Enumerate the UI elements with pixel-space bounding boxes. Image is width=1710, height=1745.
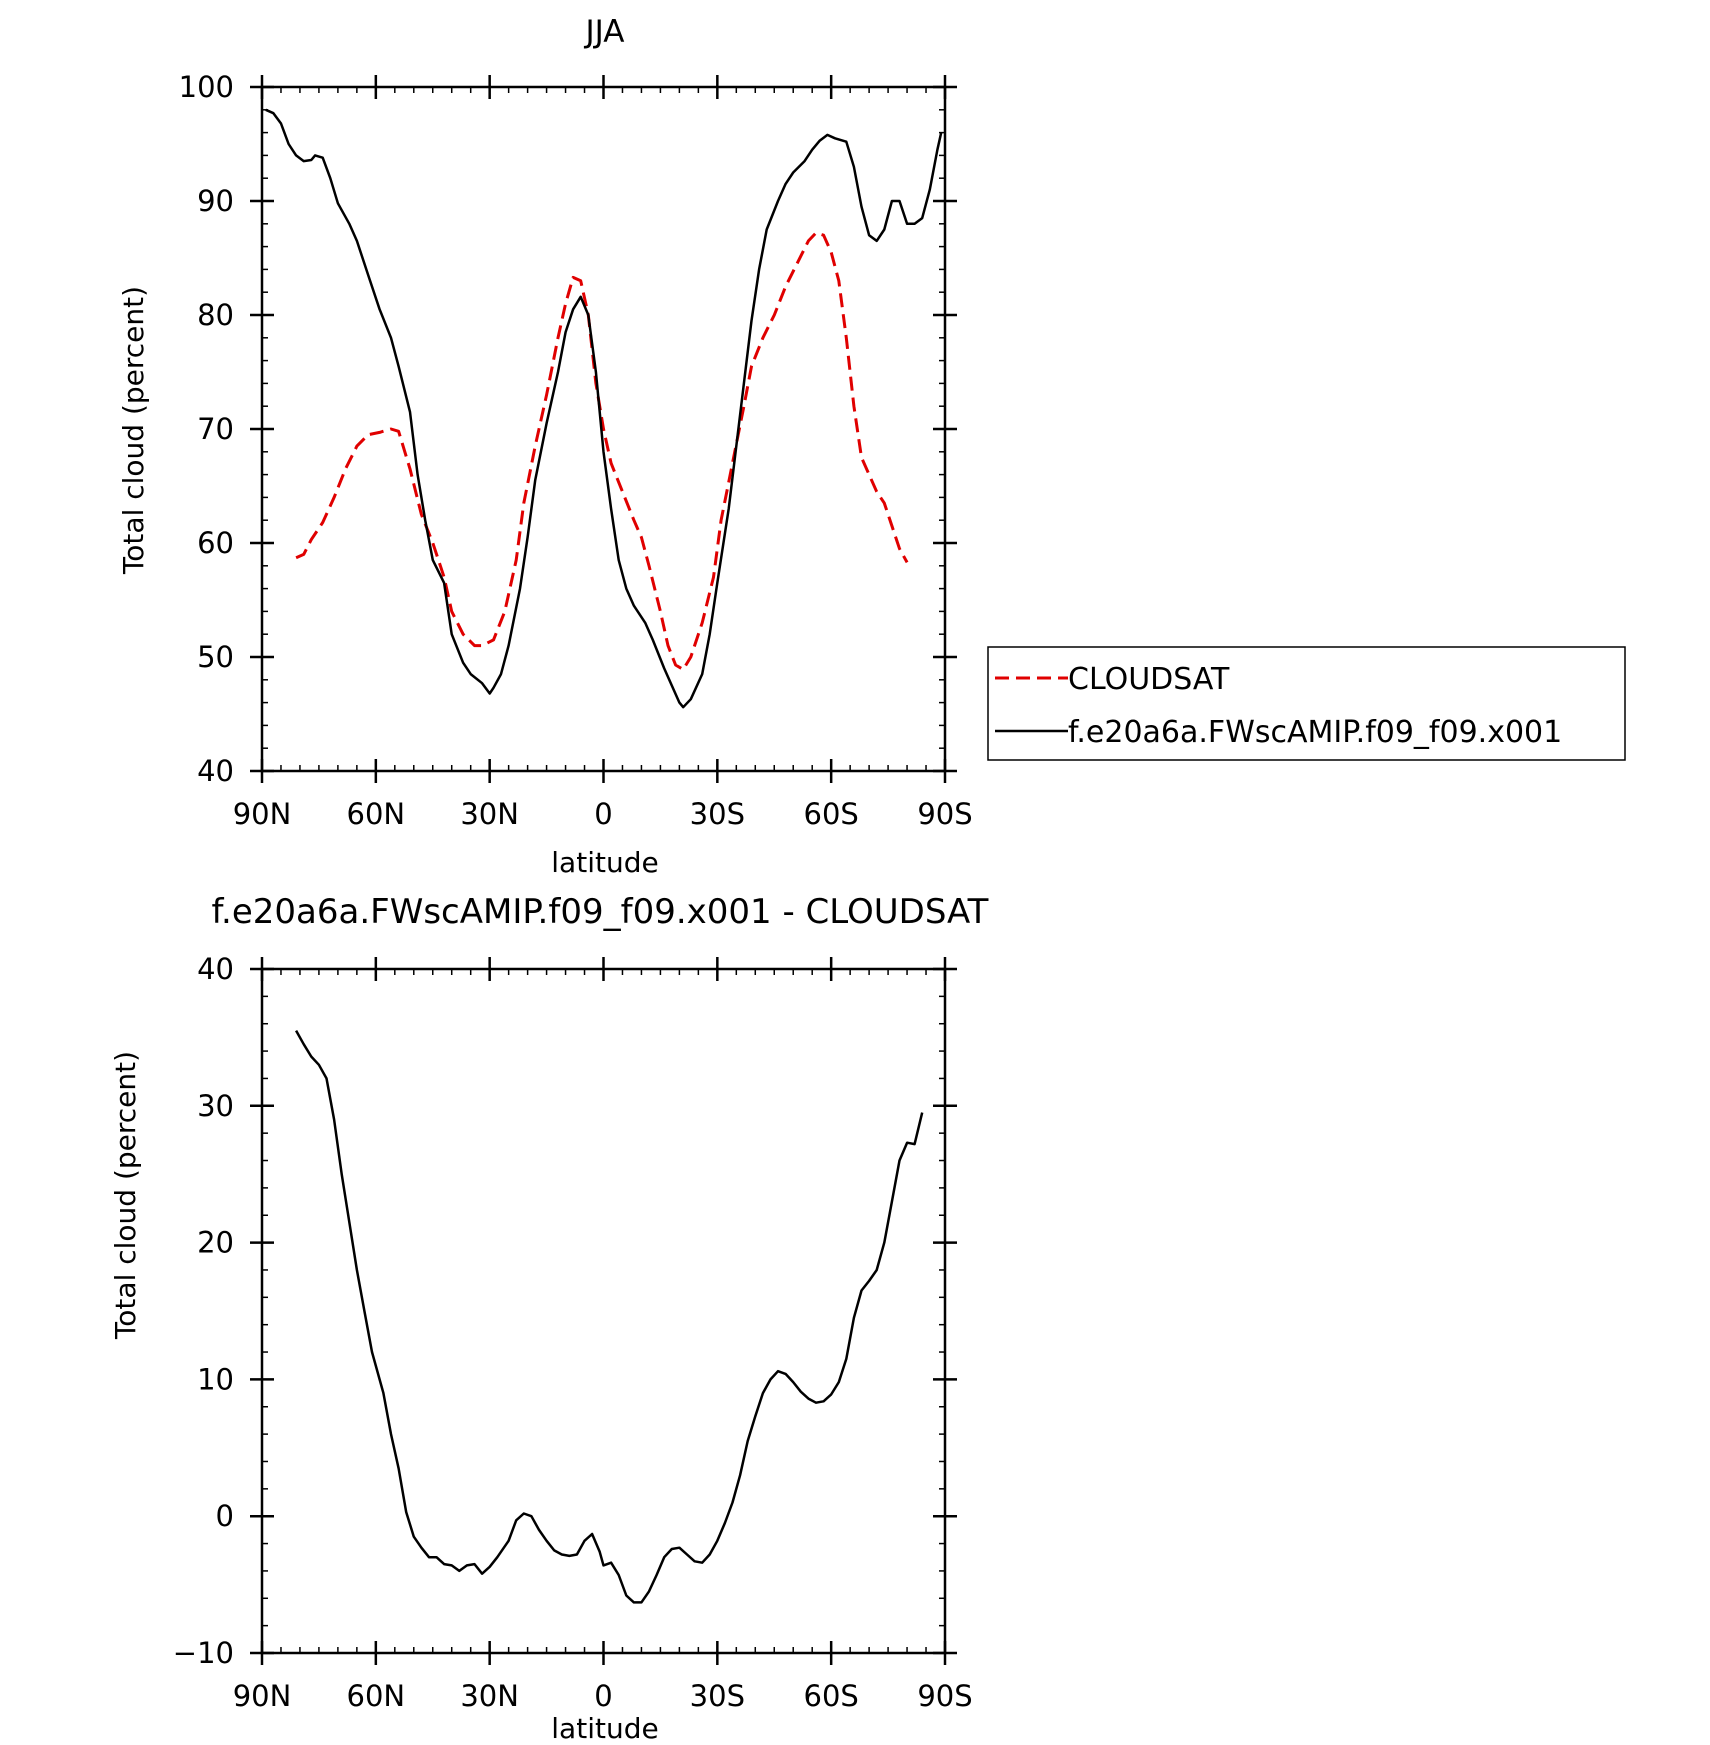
bottom-x-tick-label: 0 xyxy=(594,1679,612,1713)
legend-label-model: f.e20a6a.FWscAMIP.f09_f09.x001 xyxy=(1068,715,1562,750)
bottom-x-tick-label: 60N xyxy=(347,1679,406,1713)
top-x-tick-label: 60N xyxy=(347,797,406,831)
top-x-tick-label: 0 xyxy=(594,797,612,831)
top-panel: JJA 90N 60N 30N 0 30S 60S 90S 40 50 60 70 80 90 100 l… xyxy=(117,14,973,879)
bottom-x-tick-label: 60S xyxy=(804,1679,859,1713)
top-plot-area: 90N 60N 30N 0 30S 60S 90S 40 50 60 70 80 90 100 xyxy=(179,70,973,831)
legend-label-cloudsat: CLOUDSAT xyxy=(1068,662,1230,697)
top-x-tick-label: 30S xyxy=(690,797,745,831)
top-series-line-1 xyxy=(265,108,943,709)
bottom-x-tick-label: 30N xyxy=(460,1679,519,1713)
bottom-y-axis-label: Total cloud (percent) xyxy=(109,1051,142,1340)
top-y-tick-label: 50 xyxy=(197,640,234,674)
top-series-line-0 xyxy=(295,231,909,671)
bottom-y-tick-label: 20 xyxy=(197,1226,234,1260)
top-y-tick-label: 70 xyxy=(197,412,234,446)
top-x-tick-label: 30N xyxy=(460,797,519,831)
top-y-tick-label: 90 xyxy=(197,184,234,218)
bottom-series-line-0 xyxy=(295,1029,924,1604)
top-y-tick-label: 80 xyxy=(197,298,234,332)
top-chart-title: JJA xyxy=(584,14,625,50)
top-y-axis-label: Total cloud (percent) xyxy=(117,286,150,575)
bottom-x-axis-label: latitude xyxy=(551,1712,658,1745)
top-y-tick-label: 40 xyxy=(197,754,234,788)
legend: CLOUDSAT f.e20a6a.FWscAMIP.f09_f09.x001 xyxy=(987,646,1626,761)
bottom-y-tick-label: 30 xyxy=(197,1089,234,1123)
top-x-tick-label: 60S xyxy=(804,797,859,831)
bottom-y-tick-label: 10 xyxy=(197,1362,234,1396)
top-x-tick-label: 90S xyxy=(917,797,972,831)
bottom-plot-area: 90N 60N 30N 0 30S 60S 90S −10 0 10 20 30 40 xyxy=(173,952,973,1713)
top-x-axis-label: latitude xyxy=(551,846,658,879)
top-x-tick-label: 90N xyxy=(233,797,292,831)
bottom-x-tick-label: 90S xyxy=(917,1679,972,1713)
bottom-x-tick-label: 30S xyxy=(690,1679,745,1713)
top-y-tick-label: 100 xyxy=(179,70,234,104)
bottom-y-tick-label: −10 xyxy=(173,1636,234,1670)
bottom-y-tick-label: 40 xyxy=(197,952,234,986)
bottom-y-tick-label: 0 xyxy=(216,1499,234,1533)
top-y-tick-label: 60 xyxy=(197,526,234,560)
bottom-x-tick-label: 90N xyxy=(233,1679,292,1713)
legend-box xyxy=(987,646,1626,761)
bottom-panel: f.e20a6a.FWscAMIP.f09_f09.x001 - CLOUDSA… xyxy=(109,892,989,1745)
bottom-chart-title: f.e20a6a.FWscAMIP.f09_f09.x001 - CLOUDSA… xyxy=(212,892,989,932)
